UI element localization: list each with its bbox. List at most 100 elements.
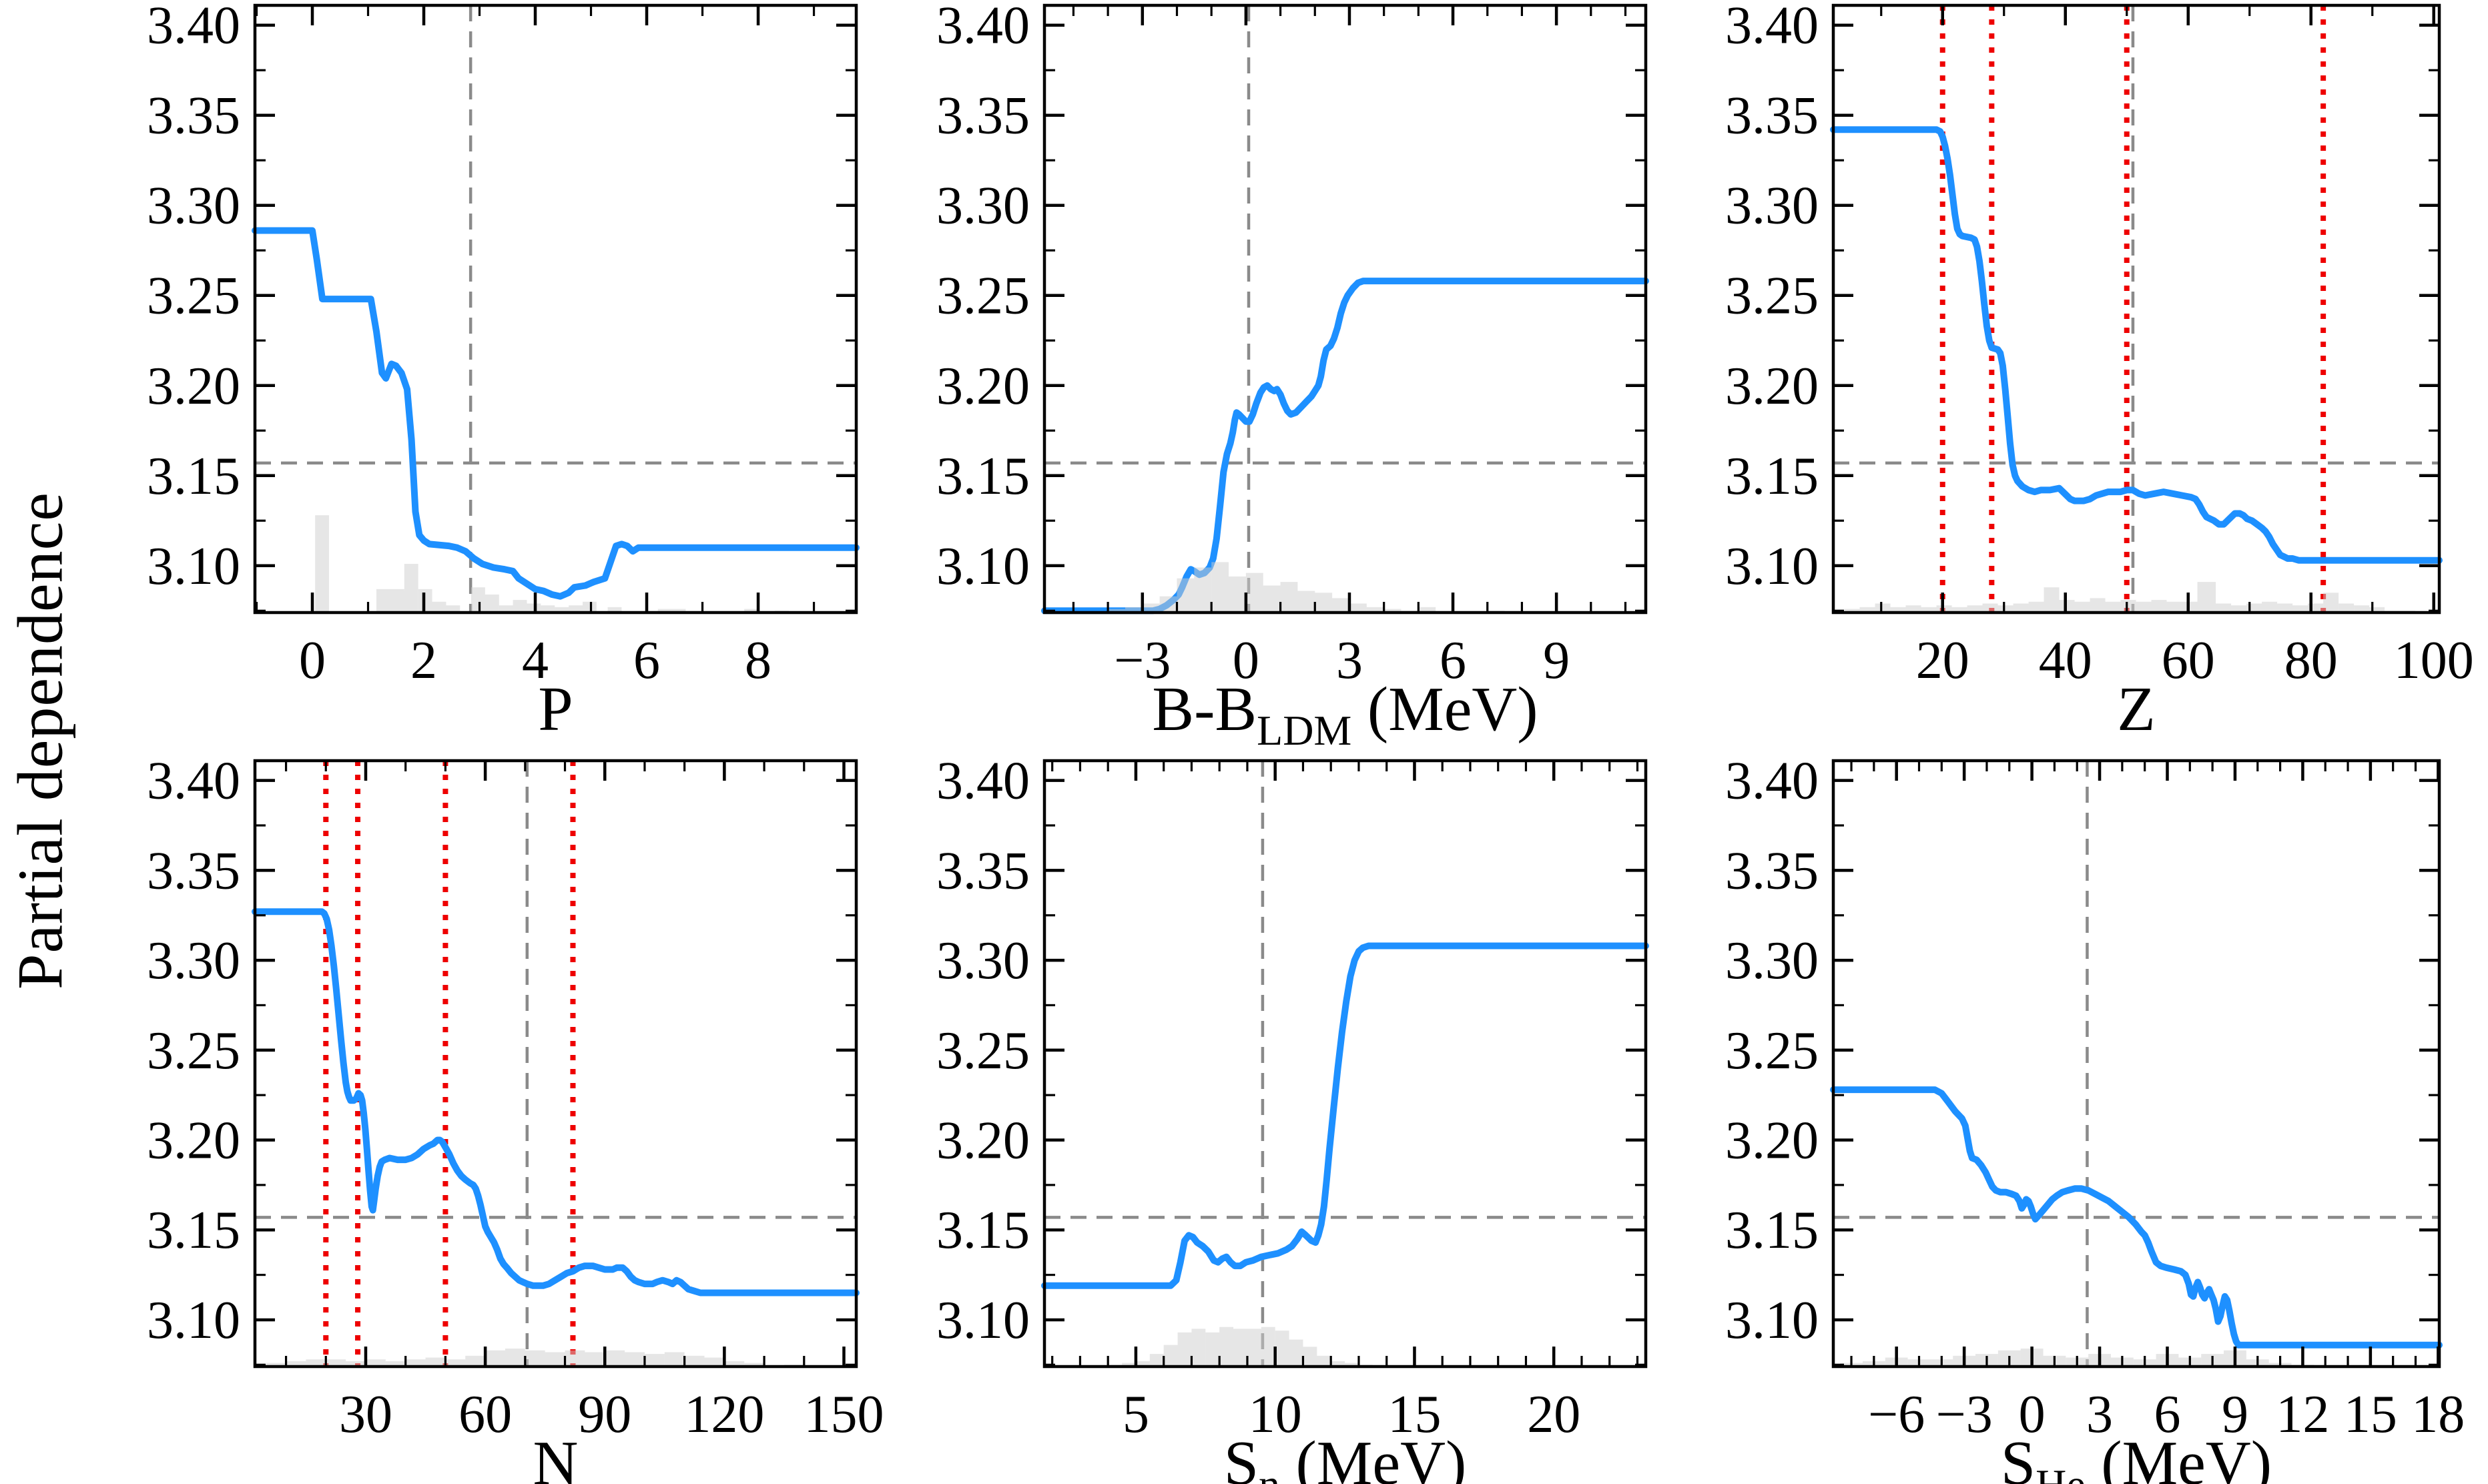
feature-histogram [1844,582,2416,613]
y-tick-label: 3.10 [936,537,1030,596]
y-tick-label: 3.40 [1725,0,1819,55]
hist-bar [1936,605,1952,613]
hist-bar [2216,603,2232,613]
y-tick-label: 3.30 [936,177,1030,236]
hist-bar [1122,1363,1136,1367]
hist-bar [499,605,513,613]
pd-curve [1830,1086,2443,1349]
y-tick-label: 3.10 [147,1291,240,1350]
hist-bar [1875,603,1891,613]
hist-bar [1331,1361,1345,1367]
axis-ticks [1833,761,2440,1367]
hist-bar [644,1354,665,1367]
x-tick-label: 4 [522,631,549,690]
x-tick-label: 5 [1123,1385,1149,1444]
x-tick-label: 12 [2276,1385,2329,1444]
x-tick-label: 90 [578,1385,631,1444]
axes-spines [253,3,858,615]
hist-bar [1345,1363,1359,1367]
axes-spines [253,759,858,1369]
y-tick-label: 3.20 [1725,1112,1819,1170]
axis-ticks [1833,5,2439,613]
x-tick-label: 9 [2222,1385,2248,1444]
y-tick-label: 3.20 [147,1112,240,1170]
y-tick-label: 3.40 [147,0,240,55]
hist-bar [2197,582,2216,613]
hist-bar [2262,601,2278,613]
hist-bar [1332,598,1349,613]
hist-bar [1905,605,1921,613]
hist-bar [446,605,460,613]
hist-bar [1289,1339,1303,1367]
y-tick-label: 3.10 [1725,537,1819,596]
hist-bar [465,1355,486,1367]
x-tick-label: 15 [2344,1385,2397,1444]
hist-bar [569,605,583,613]
y-tick-label: 3.25 [147,1022,240,1080]
x-axis-label: Sn (MeV) [1224,1429,1467,1484]
hist-bar [445,1359,466,1367]
hist-bar [525,1350,545,1367]
hist-bar [1163,1345,1178,1367]
hist-bar [1229,576,1246,613]
y-tick-label: 3.10 [1725,1291,1819,1350]
hist-bar [1219,1327,1234,1367]
y-tick-label: 3.20 [147,357,240,416]
y-tick-label: 3.25 [1725,1022,1819,1080]
subplot-B-B_LDM: −3 0 3 6 9 3.10 3.15 3.20 3.25 3.30 3.35 3.40 B-BLDM… [936,0,1649,754]
hist-bar [1890,607,1906,613]
hist-bar [2120,600,2136,613]
hist-bar [1247,1329,1261,1367]
x-tick-label: 15 [1387,1385,1441,1444]
y-tick-label: 3.35 [147,841,240,900]
hist-bar [704,1357,725,1367]
y-tick-label: 3.40 [147,752,240,811]
x-tick-label: 60 [458,1385,512,1444]
x-tick-label: 0 [299,631,326,690]
hist-bar [657,609,672,613]
hist-bar [585,1352,605,1367]
x-tick-label: 2 [410,631,437,690]
hist-bar [2136,601,2152,613]
subplot-N: 30 60 90 120 150 3.10 3.15 3.20 3.25 3.30 3.35 3.40… [147,752,884,1484]
hist-bar [266,1363,286,1367]
y-tick-label: 3.25 [936,1022,1030,1080]
hist-bar [390,589,404,613]
pd-curve [1830,126,2443,564]
hist-bar [565,1350,585,1367]
hist-bar [2074,601,2090,613]
hist-bar [1951,607,1967,613]
hist-bar [1859,607,1875,613]
y-tick-label: 3.15 [936,1201,1030,1260]
x-tick-label: 8 [745,631,771,690]
hist-bar [684,1355,705,1367]
axes-spines [1042,759,1648,1369]
x-tick-label: −6 [1868,1385,1925,1444]
y-tick-label: 3.35 [1725,841,1819,900]
x-tick-label: 6 [633,631,660,690]
x-axis-label: P [538,675,573,744]
hist-bar [2105,601,2121,613]
hist-bar [2028,601,2044,613]
hist-bar [1303,1347,1317,1367]
x-tick-label: 3 [1336,631,1363,690]
axis-ticks [1044,5,1646,613]
hist-bar [485,1350,505,1367]
hist-bar [1211,562,1229,613]
y-tick-label: 3.15 [147,1201,240,1260]
hist-bar [1142,603,1160,613]
hist-bar [545,1352,565,1367]
hist-bar [485,594,499,613]
x-tick-label: 150 [804,1385,884,1444]
hist-bar [2323,593,2339,613]
hist-bar [1233,1329,1247,1367]
subplot-S_n: 5 10 15 20 3.10 3.15 3.20 3.25 3.30 3.35 3.40 Sn (M… [936,752,1649,1484]
hist-bar [1108,609,1125,613]
hist-bar [724,1361,745,1367]
y-tick-label: 3.30 [147,177,240,236]
hist-bar [2059,600,2075,613]
x-tick-label: 120 [684,1385,764,1444]
hist-bar [1921,607,1937,613]
hist-bar [1997,605,2013,613]
